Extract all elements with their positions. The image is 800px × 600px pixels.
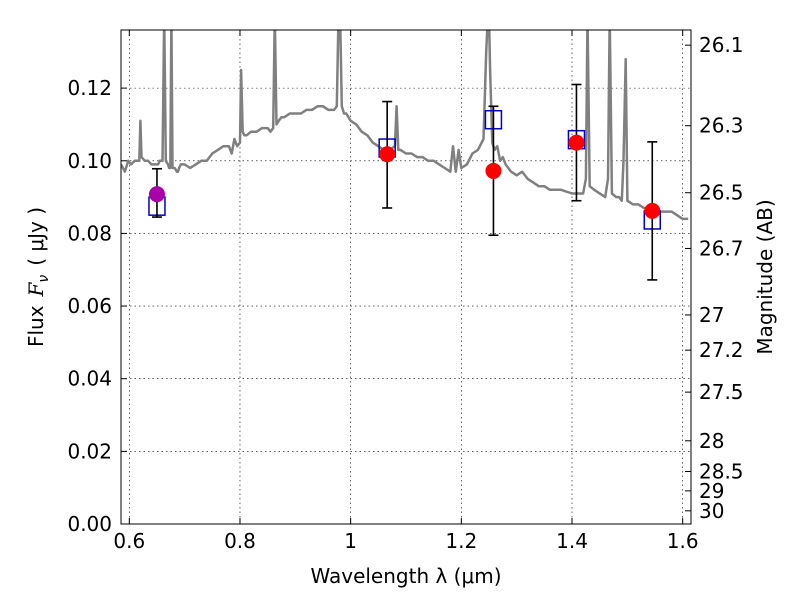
x-tick-label: 0.8	[224, 529, 256, 553]
measured-point	[568, 134, 585, 151]
x-axis-label: Wavelength λ (μm)	[310, 564, 501, 588]
axis-ticks	[121, 30, 691, 525]
y-tick-label: 0.04	[67, 367, 112, 391]
y-tick-label: 0.10	[67, 149, 112, 173]
y2-tick-label: 30	[699, 499, 724, 523]
measured-point	[485, 162, 502, 179]
y2-tick-label: 29	[699, 479, 724, 503]
y2-tick-label: 27.5	[699, 380, 744, 404]
model-spectrum	[121, 30, 689, 221]
y-axis-label: Flux Fν ( μJy )	[24, 207, 52, 347]
plot-frame	[120, 29, 692, 525]
y-tick-label: 0.12	[67, 76, 112, 100]
x-tick-label: 1	[344, 529, 357, 553]
x-tick-label: 1.6	[667, 529, 699, 553]
measured-point	[148, 186, 165, 203]
measured-point	[379, 146, 396, 163]
y-axis-label-var: F	[24, 281, 48, 297]
y2-tick-label: 26.5	[699, 181, 744, 205]
x-tick-label: 0.6	[113, 529, 145, 553]
tick-labels: 0.6 0.8 1 1.2 1.4 1.6 0.00 0.02 0.04 0.06 0.08 0.10…	[67, 33, 743, 553]
y-axis-label-suffix: ( μJy )	[24, 207, 48, 266]
plot-area	[121, 30, 691, 524]
y-tick-label: 0.00	[67, 512, 112, 536]
y2-tick-label: 28	[699, 429, 724, 453]
y2-axis-label: Magnitude (AB)	[753, 199, 777, 354]
y2-tick-label: 26.1	[699, 33, 744, 57]
spectrum-line	[121, 30, 689, 221]
x-tick-label: 1.2	[445, 529, 477, 553]
y2-tick-label: 26.7	[699, 236, 744, 260]
y-axis-label-prefix: Flux	[24, 305, 48, 347]
x-tick-label: 1.4	[556, 529, 588, 553]
y2-tick-label: 27.2	[699, 338, 744, 362]
y2-tick-label: 27	[699, 303, 724, 327]
y-tick-label: 0.06	[67, 294, 112, 318]
y-tick-label: 0.08	[67, 221, 112, 245]
measured-point	[644, 202, 661, 219]
y-axis-label-sub: ν	[36, 275, 52, 283]
y2-tick-label: 28.5	[699, 459, 744, 483]
y-tick-label: 0.02	[67, 439, 112, 463]
data-points	[148, 83, 662, 281]
y2-tick-label: 26.3	[699, 114, 744, 138]
